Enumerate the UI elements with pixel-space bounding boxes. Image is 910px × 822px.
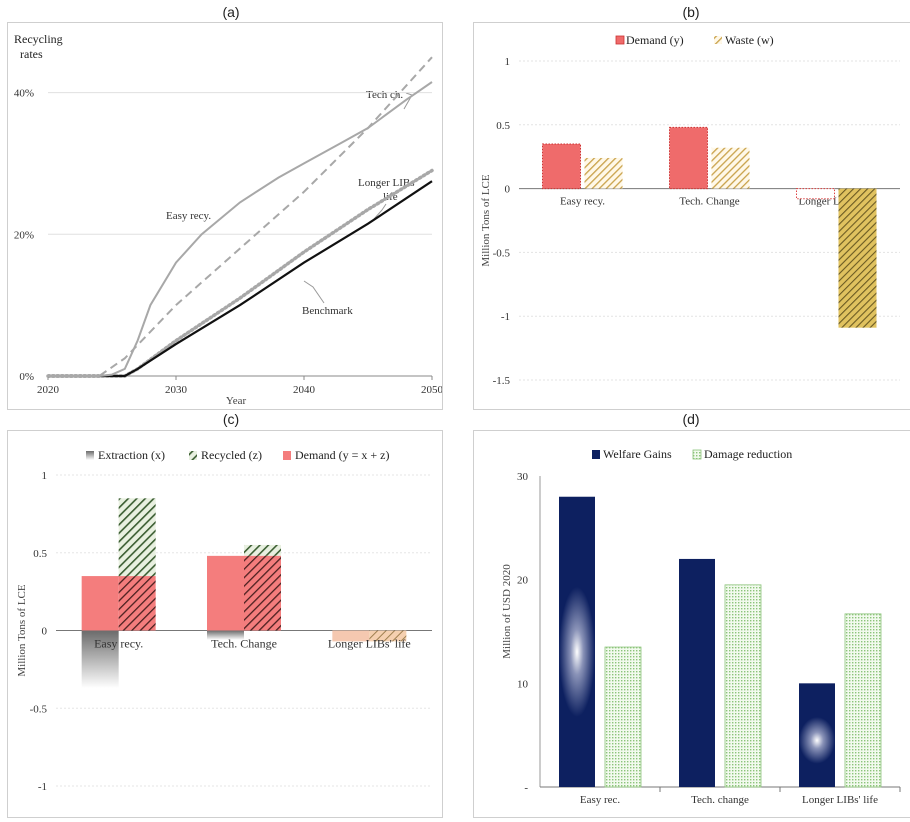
a-ytick: 40%	[14, 88, 34, 100]
a-label-bench: Benchmark	[302, 305, 353, 317]
b-legend-waste: Waste (w)	[725, 33, 774, 47]
a-series-line-benchmark	[48, 180, 433, 378]
a-xtick: 2020	[37, 384, 60, 396]
b-bar-demand	[796, 188, 835, 200]
c-legend-swatch-extraction	[86, 451, 94, 460]
b-legend-demand: Demand (y)	[626, 33, 684, 47]
a-ylabel-line2: rates	[20, 47, 43, 61]
a-series-line-easy-recy-	[48, 81, 433, 377]
b-bar-demand	[542, 143, 581, 190]
c-bar-demand	[332, 630, 370, 642]
panel-c-title: (c)	[222, 411, 240, 427]
b-ytick: 0	[505, 184, 511, 196]
panel-b: 1 0.5 0 -0.5 -1 -1.5 Million Tons of LCE Easy r…	[473, 22, 910, 410]
a-ytick: 0%	[19, 371, 34, 383]
c-ytick: 0.5	[33, 548, 47, 560]
d-legend-swatch-welfare	[592, 450, 600, 459]
a-xlabel: Year	[226, 395, 247, 407]
d-category-label: Longer LIBs' life	[802, 794, 878, 806]
b-ytick: -0.5	[493, 247, 511, 259]
c-bar-recycled-overlap	[118, 576, 156, 631]
c-bar-extraction	[81, 630, 119, 689]
b-bar-demand	[669, 126, 708, 190]
panel-b-chart: 1 0.5 0 -0.5 -1 -1.5 Million Tons of LCE Easy r…	[480, 33, 900, 387]
c-ytick: 0	[42, 626, 48, 638]
d-category-label: Tech. change	[691, 794, 749, 806]
a-xtick: 2040	[293, 384, 316, 396]
c-bar-demand	[207, 555, 244, 631]
b-bar-waste	[711, 147, 750, 189]
c-bar-recycled	[369, 630, 407, 642]
c-category-label: Longer LIBs' life	[328, 637, 411, 651]
panel-b-title: (b)	[682, 4, 700, 20]
d-ytick: -	[524, 782, 528, 794]
c-ytick: 1	[42, 470, 48, 482]
panel-c-chart: 1 0.5 0 -0.5 -1 Million Tons of LCE Easy recy.…	[16, 448, 432, 793]
d-bar-damage	[604, 646, 642, 788]
c-ytick: -0.5	[30, 703, 48, 715]
panel-a: Recycling rates Year Tech ch. Easy recy.…	[7, 22, 444, 410]
c-bar-recycled	[118, 498, 156, 577]
c-bar-recycled	[244, 544, 281, 556]
c-category-label: Tech. Change	[211, 637, 277, 651]
b-legend-swatch-waste	[714, 36, 722, 44]
b-legend-swatch-demand	[615, 35, 625, 45]
panel-c: 1 0.5 0 -0.5 -1 Million Tons of LCE Easy recy.…	[7, 430, 443, 818]
a-leader-longer	[373, 203, 387, 220]
b-bar-waste	[584, 157, 623, 189]
a-leader-bench	[303, 280, 325, 304]
panel-a-title: (a)	[222, 4, 240, 20]
b-ylabel: Million Tons of LCE	[480, 174, 492, 267]
panel-d-title: (d)	[682, 411, 700, 427]
c-legend-extraction: Extraction (x)	[98, 448, 165, 462]
d-bar-welfare-glow	[559, 586, 595, 717]
c-bar-demand	[81, 576, 119, 631]
d-ylabel: Million of USD 2020	[501, 564, 513, 659]
a-xtick: 2030	[165, 384, 188, 396]
a-ylabel-line1: Recycling	[14, 32, 63, 46]
panel-a-chart: Recycling rates Year Tech ch. Easy recy.…	[14, 32, 444, 407]
d-ytick: 20	[517, 575, 529, 587]
b-ytick: -1	[501, 311, 510, 323]
b-category-label: Easy recy.	[560, 196, 605, 208]
a-label-longer-1: Longer LIBs'	[358, 177, 417, 189]
a-label-easy: Easy recy.	[166, 210, 211, 222]
b-ytick: -1.5	[493, 375, 511, 387]
c-legend-recycled: Recycled (z)	[201, 448, 262, 462]
c-category-label: Easy recy.	[94, 637, 143, 651]
d-bar-damage	[844, 613, 882, 788]
c-bar-recycled-overlap	[244, 555, 281, 631]
d-legend-welfare: Welfare Gains	[603, 447, 672, 461]
d-bar-welfare-glow	[799, 717, 835, 764]
b-bar-waste	[838, 188, 877, 328]
b-ytick: 0.5	[496, 120, 510, 132]
c-legend-demand: Demand (y = x + z)	[295, 448, 390, 462]
a-series-line-tech-ch-	[48, 56, 433, 377]
a-ytick: 20%	[14, 229, 34, 241]
b-category-label: Tech. Change	[679, 196, 739, 208]
d-ytick: 10	[517, 678, 529, 690]
d-legend-swatch-damage	[692, 449, 702, 460]
panel-d-chart: 30 20 10 - Million of USD 2020 Easy rec. Tech.…	[501, 447, 901, 806]
c-bar-extraction	[207, 630, 244, 640]
c-ylabel: Million Tons of LCE	[16, 584, 28, 677]
panel-d: 30 20 10 - Million of USD 2020 Easy rec. Tech.…	[473, 430, 910, 818]
a-xtick: 2050	[421, 384, 442, 396]
b-ytick: 1	[505, 56, 511, 68]
c-legend-swatch-demand	[283, 451, 291, 460]
d-legend-damage: Damage reduction	[704, 447, 792, 461]
d-bar-welfare	[679, 558, 715, 787]
d-ytick: 30	[517, 471, 529, 483]
c-legend-swatch-recycled	[189, 451, 197, 460]
d-bar-damage	[724, 584, 762, 788]
d-category-label: Easy rec.	[580, 794, 621, 806]
c-ytick: -1	[38, 781, 47, 793]
